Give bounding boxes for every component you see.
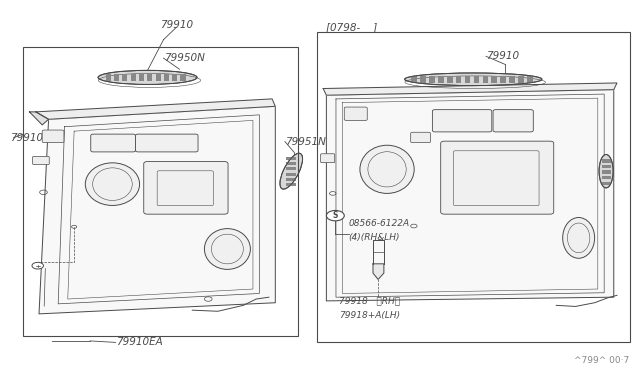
Bar	[286, 178, 296, 181]
Bar	[286, 173, 296, 176]
Polygon shape	[326, 90, 614, 301]
Text: 79910: 79910	[486, 51, 519, 61]
Polygon shape	[39, 106, 275, 314]
Bar	[147, 74, 152, 81]
Bar	[602, 170, 611, 174]
Text: 08566-6122A: 08566-6122A	[349, 219, 410, 228]
Bar	[172, 74, 177, 81]
Bar	[527, 76, 533, 83]
Bar	[602, 165, 611, 168]
Ellipse shape	[98, 70, 197, 84]
Bar	[317, 32, 630, 341]
Bar	[164, 74, 169, 81]
Circle shape	[32, 262, 44, 269]
Bar	[106, 74, 111, 81]
Ellipse shape	[599, 154, 613, 188]
Bar	[492, 76, 497, 83]
Polygon shape	[36, 99, 275, 119]
Ellipse shape	[204, 229, 250, 269]
Bar	[602, 159, 611, 163]
Bar	[286, 167, 296, 170]
Bar	[114, 74, 119, 81]
Ellipse shape	[360, 145, 414, 193]
FancyBboxPatch shape	[33, 156, 49, 164]
Bar	[509, 76, 515, 83]
Bar	[602, 182, 611, 185]
FancyBboxPatch shape	[91, 134, 136, 152]
Polygon shape	[373, 264, 384, 279]
Bar	[156, 74, 161, 81]
Bar	[286, 162, 296, 165]
Text: 79910: 79910	[160, 20, 193, 30]
Bar	[602, 176, 611, 179]
Bar	[23, 47, 298, 336]
Bar	[429, 76, 435, 83]
Text: 79950N: 79950N	[164, 53, 204, 63]
Text: (4)(RH&LH): (4)(RH&LH)	[349, 233, 400, 243]
Bar	[465, 76, 470, 83]
Bar	[483, 76, 488, 83]
Bar	[447, 76, 452, 83]
Bar	[139, 74, 144, 81]
Text: [0798-    ]: [0798- ]	[326, 22, 378, 32]
Text: S: S	[333, 211, 338, 220]
Text: 79910EA: 79910EA	[116, 337, 163, 347]
Bar	[286, 157, 296, 160]
Polygon shape	[29, 112, 49, 125]
Bar	[518, 76, 524, 83]
Polygon shape	[323, 83, 617, 95]
FancyBboxPatch shape	[42, 130, 64, 142]
FancyBboxPatch shape	[433, 110, 492, 132]
Bar	[180, 74, 186, 81]
Bar	[122, 74, 127, 81]
Ellipse shape	[404, 73, 542, 86]
FancyBboxPatch shape	[493, 110, 533, 132]
Ellipse shape	[85, 163, 140, 205]
FancyBboxPatch shape	[441, 141, 554, 214]
Bar	[456, 76, 461, 83]
Text: 79910E: 79910E	[10, 133, 50, 143]
Text: ^799^ 00·7: ^799^ 00·7	[575, 356, 630, 365]
Bar	[131, 74, 136, 81]
Bar	[438, 76, 444, 83]
FancyBboxPatch shape	[144, 161, 228, 214]
Bar	[420, 76, 426, 83]
Ellipse shape	[280, 153, 303, 189]
Text: 79918   〈RH〉: 79918 〈RH〉	[339, 296, 400, 305]
Bar	[411, 76, 417, 83]
Text: 79918+A(LH): 79918+A(LH)	[339, 311, 400, 320]
FancyBboxPatch shape	[321, 154, 335, 163]
Ellipse shape	[563, 218, 595, 258]
Bar	[286, 183, 296, 186]
FancyBboxPatch shape	[344, 107, 367, 121]
Bar	[474, 76, 479, 83]
FancyBboxPatch shape	[411, 132, 431, 142]
Bar	[500, 76, 506, 83]
Text: 79951N: 79951N	[285, 137, 326, 147]
FancyBboxPatch shape	[136, 134, 198, 152]
Circle shape	[326, 211, 344, 221]
